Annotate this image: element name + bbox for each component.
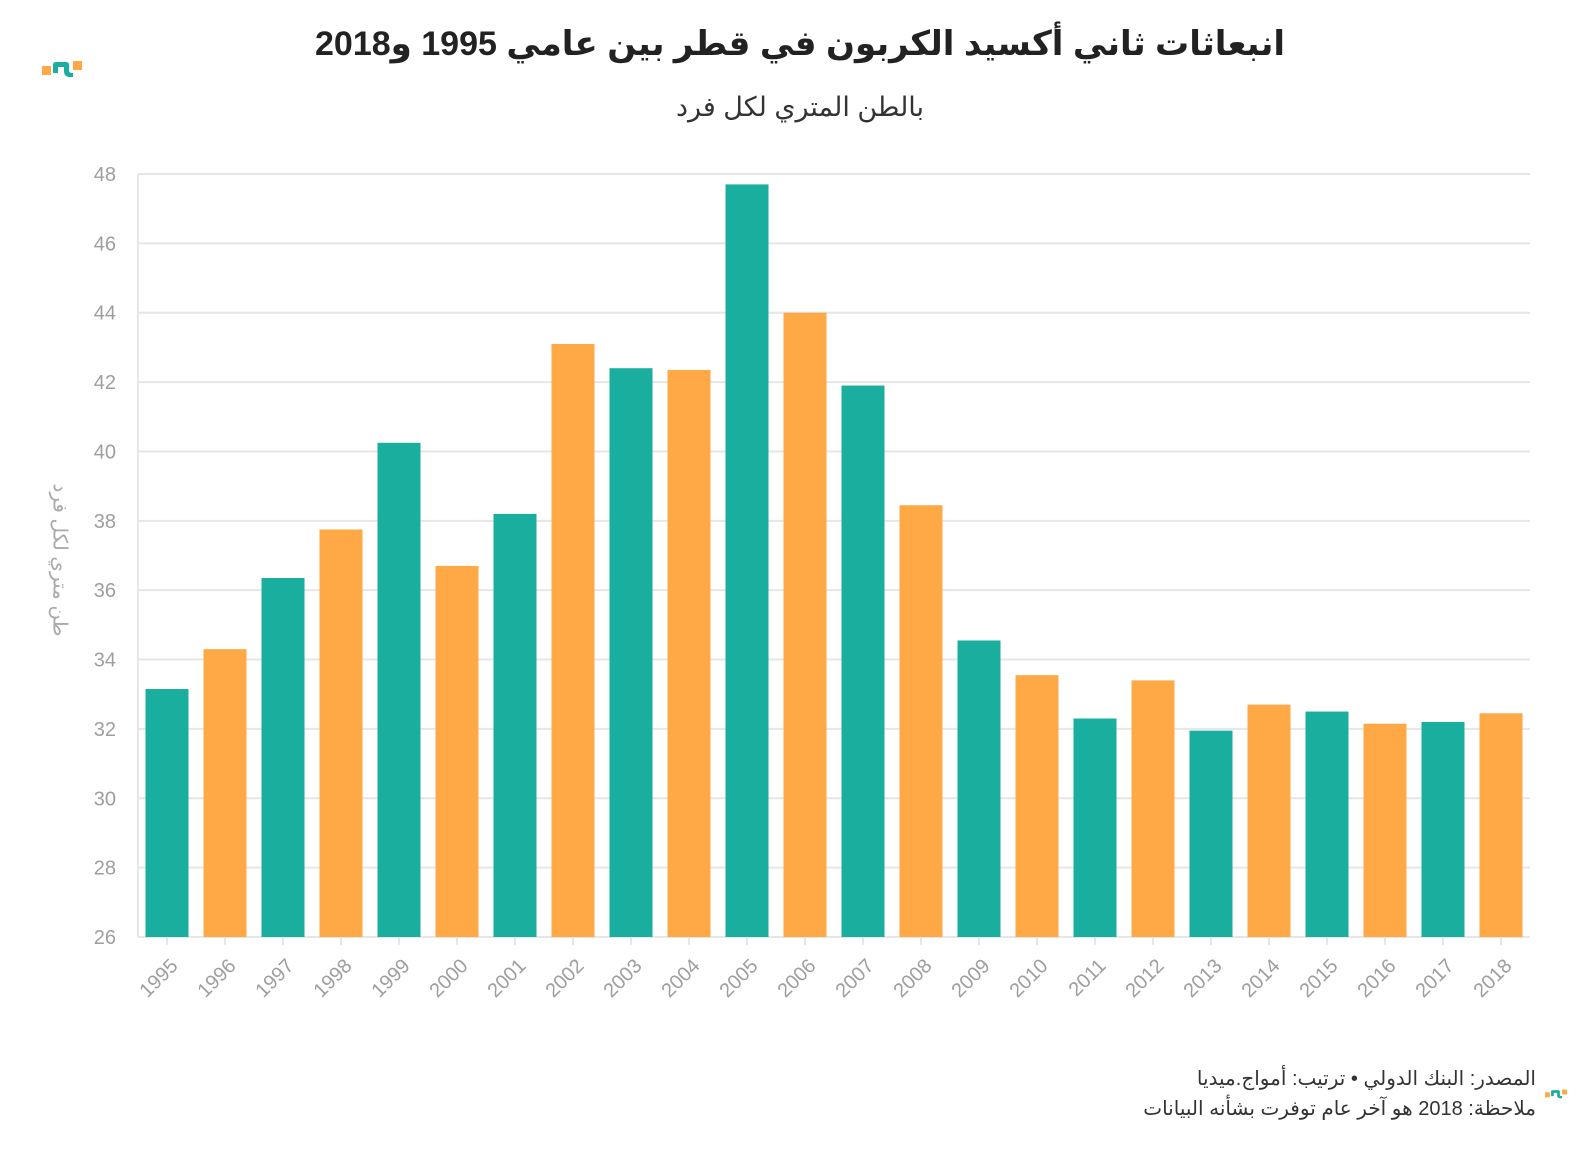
x-tick-label: 1998 bbox=[310, 955, 357, 1002]
x-tick-label: 1999 bbox=[368, 955, 415, 1002]
x-tick-label: 2017 bbox=[1412, 955, 1459, 1002]
x-tick-label: 2004 bbox=[658, 955, 705, 1002]
y-tick-label: 38 bbox=[94, 511, 116, 533]
y-tick-label: 42 bbox=[94, 372, 116, 394]
bar bbox=[841, 385, 885, 937]
bar bbox=[1479, 713, 1523, 937]
chart-title: انبعاثات ثاني أكسيد الكربون في قطر بين ع… bbox=[315, 25, 1285, 63]
x-tick-label: 2003 bbox=[600, 955, 647, 1002]
bar bbox=[203, 649, 247, 937]
x-tick-label: 2013 bbox=[1180, 955, 1227, 1002]
bar bbox=[1363, 723, 1407, 937]
bar bbox=[1421, 721, 1465, 937]
bar bbox=[1015, 675, 1059, 937]
x-tick-label: 2009 bbox=[948, 955, 995, 1002]
chart-footer: المصدر: البنك الدولي • ترتيب: أمواج.ميدي… bbox=[1143, 1064, 1536, 1124]
bar bbox=[667, 369, 711, 937]
x-tick-label: 2007 bbox=[832, 955, 879, 1002]
y-tick-label: 40 bbox=[94, 441, 116, 463]
y-tick-label: 28 bbox=[94, 858, 116, 880]
bar bbox=[783, 312, 827, 937]
bar bbox=[261, 578, 305, 937]
x-tick-label: 2010 bbox=[1006, 955, 1053, 1002]
x-tick-label: 2018 bbox=[1470, 955, 1517, 1002]
bar bbox=[377, 442, 421, 937]
x-tick-label: 2015 bbox=[1296, 955, 1343, 1002]
bar bbox=[1247, 704, 1291, 937]
y-tick-label: 36 bbox=[94, 580, 116, 602]
y-tick-label: 30 bbox=[94, 788, 116, 810]
x-tick-label: 1995 bbox=[136, 955, 183, 1002]
source-text: المصدر: البنك الدولي • ترتيب: أمواج.ميدي… bbox=[1196, 1068, 1536, 1090]
chart-subtitle: بالطن المتري لكل فرد bbox=[675, 92, 925, 122]
x-tick-label: 2008 bbox=[890, 955, 937, 1002]
x-tick-label: 2011 bbox=[1065, 955, 1111, 1001]
y-tick-label: 32 bbox=[94, 719, 116, 741]
note-text: ملاحظة: 2018 هو آخر عام توفرت بشأنه البي… bbox=[1143, 1098, 1536, 1120]
y-tick-label: 34 bbox=[94, 650, 116, 672]
bar-chart: 26 28 30 32 34 36 38 40 42 44 46 48 1995 1996 1997 1998… bbox=[94, 164, 1530, 1002]
x-tick-label: 1996 bbox=[194, 955, 241, 1002]
bar bbox=[435, 565, 479, 937]
bar bbox=[899, 505, 943, 937]
x-tick-label: 2001 bbox=[484, 955, 531, 1002]
x-tick-label: 2005 bbox=[716, 955, 763, 1002]
x-tick-label: 2012 bbox=[1122, 955, 1169, 1002]
footer-logo-icon bbox=[1545, 1089, 1567, 1099]
bar bbox=[725, 184, 769, 937]
bar bbox=[957, 640, 1001, 937]
y-tick-label: 48 bbox=[94, 164, 116, 186]
bar bbox=[1131, 680, 1175, 937]
bar bbox=[1189, 730, 1233, 937]
y-tick-label: 26 bbox=[94, 927, 116, 949]
x-tick-label: 2016 bbox=[1354, 955, 1401, 1002]
x-tick-label: 2014 bbox=[1238, 955, 1285, 1002]
y-tick-label: 44 bbox=[94, 303, 116, 325]
bar bbox=[551, 343, 595, 937]
bar bbox=[1073, 718, 1117, 937]
x-tick-label: 2002 bbox=[542, 955, 589, 1002]
x-tick-label: 1997 bbox=[252, 955, 299, 1002]
brand-logo-icon bbox=[42, 61, 82, 77]
x-tick-label: 2000 bbox=[426, 955, 473, 1002]
x-tick-label: 2006 bbox=[774, 955, 821, 1002]
bar bbox=[609, 368, 653, 938]
bar bbox=[493, 513, 537, 937]
y-tick-label: 46 bbox=[94, 233, 116, 255]
bar bbox=[145, 689, 189, 937]
bar bbox=[1305, 711, 1349, 937]
bar bbox=[319, 529, 363, 937]
